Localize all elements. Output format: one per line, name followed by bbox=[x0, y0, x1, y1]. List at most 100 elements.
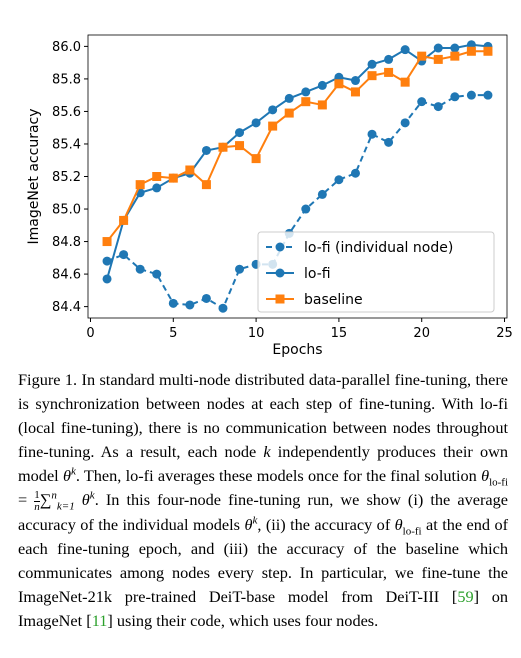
y-tick-label: 86.0 bbox=[52, 40, 81, 55]
citation[interactable]: 11 bbox=[91, 610, 108, 630]
math: θ bbox=[244, 514, 253, 534]
math: k bbox=[70, 465, 76, 478]
marker bbox=[102, 274, 112, 284]
marker bbox=[251, 118, 261, 128]
y-tick-label: 84.8 bbox=[52, 235, 81, 250]
marker bbox=[317, 100, 327, 110]
marker bbox=[433, 43, 443, 53]
marker bbox=[235, 128, 245, 138]
y-tick-label: 84.4 bbox=[52, 300, 81, 315]
marker bbox=[152, 183, 162, 193]
math: θ bbox=[81, 490, 90, 509]
marker bbox=[450, 51, 460, 61]
marker bbox=[301, 204, 311, 214]
caption-text: In standard multi-node distributed data-… bbox=[18, 370, 508, 461]
marker bbox=[400, 77, 410, 87]
math: θ bbox=[62, 466, 71, 485]
marker bbox=[185, 165, 195, 175]
marker bbox=[483, 46, 493, 56]
legend-marker bbox=[275, 242, 285, 252]
marker bbox=[450, 43, 460, 53]
legend-label: baseline bbox=[304, 292, 363, 308]
math: k bbox=[89, 489, 95, 502]
caption-text: , (ii) the accuracy of bbox=[257, 514, 395, 534]
marker bbox=[400, 118, 410, 128]
legend-marker bbox=[275, 294, 285, 304]
marker bbox=[218, 303, 228, 313]
marker bbox=[433, 102, 443, 112]
marker bbox=[235, 264, 245, 274]
marker bbox=[301, 87, 311, 97]
x-tick-label: 25 bbox=[496, 326, 513, 341]
y-tick-label: 85.6 bbox=[52, 105, 81, 120]
y-tick-label: 85.8 bbox=[52, 72, 81, 87]
marker bbox=[367, 129, 377, 139]
marker bbox=[251, 154, 261, 164]
marker bbox=[301, 97, 311, 107]
caption-text: . In this four-node fine-tuning run, we … bbox=[18, 490, 508, 534]
marker bbox=[201, 180, 211, 190]
marker bbox=[384, 54, 394, 64]
marker bbox=[284, 93, 294, 103]
caption-text: ] on ImageNet [ bbox=[18, 586, 508, 630]
legend-label: lo-fi bbox=[304, 266, 331, 282]
marker bbox=[119, 215, 129, 225]
math: 1 bbox=[34, 488, 40, 502]
marker bbox=[317, 189, 327, 199]
marker bbox=[152, 172, 162, 181]
math: k bbox=[263, 442, 271, 461]
marker bbox=[350, 87, 360, 97]
marker bbox=[135, 264, 145, 274]
caption-text: independently produces their own model bbox=[18, 442, 508, 485]
marker bbox=[367, 71, 377, 81]
y-axis-label: ImageNet accuracy bbox=[26, 108, 42, 244]
marker bbox=[218, 142, 228, 152]
y-tick-label: 85.4 bbox=[52, 137, 81, 152]
math: n bbox=[51, 489, 57, 502]
marker bbox=[268, 121, 278, 131]
caption: Figure 1. In standard multi-node distrib… bbox=[18, 368, 508, 633]
marker bbox=[334, 79, 344, 89]
marker bbox=[235, 141, 245, 151]
marker bbox=[400, 45, 410, 55]
marker bbox=[185, 300, 195, 310]
math: ∑ bbox=[39, 490, 52, 509]
marker bbox=[350, 76, 360, 86]
marker bbox=[350, 168, 360, 178]
marker bbox=[466, 90, 476, 100]
math: θ bbox=[394, 514, 403, 534]
legend-marker bbox=[275, 268, 285, 278]
x-tick-label: 20 bbox=[413, 326, 430, 341]
series-line bbox=[106, 50, 488, 243]
marker bbox=[201, 145, 211, 155]
y-tick-label: 84.6 bbox=[52, 268, 81, 283]
math: k=1 bbox=[56, 500, 75, 513]
math: = bbox=[18, 490, 35, 509]
marker bbox=[417, 51, 427, 61]
math: k bbox=[252, 514, 258, 527]
legend-box bbox=[257, 231, 495, 313]
marker bbox=[483, 90, 493, 100]
chart: 84.4 84.6 84.8 85.0 85.2 85.4 85.6 85.8 86.0 0 5 10… bbox=[26, 34, 513, 358]
x-tick-label: 5 bbox=[169, 326, 177, 341]
citation[interactable]: 59 bbox=[457, 586, 474, 606]
marker bbox=[284, 108, 294, 118]
x-tick-label: 15 bbox=[331, 326, 348, 341]
math: lo-fi bbox=[489, 476, 509, 489]
x-tick-label: 0 bbox=[86, 326, 94, 341]
marker bbox=[450, 92, 460, 102]
marker bbox=[317, 80, 327, 90]
caption-text: ] using their code, which uses four node… bbox=[107, 610, 379, 630]
marker bbox=[152, 269, 162, 279]
marker bbox=[417, 97, 427, 107]
marker bbox=[201, 293, 211, 303]
marker bbox=[433, 54, 443, 64]
caption-text: . Then, lo-fi averages these models once… bbox=[75, 466, 482, 485]
marker bbox=[102, 256, 112, 266]
marker bbox=[102, 237, 112, 247]
marker bbox=[119, 250, 129, 260]
marker bbox=[334, 175, 344, 185]
y-tick-label: 85.0 bbox=[52, 203, 81, 218]
